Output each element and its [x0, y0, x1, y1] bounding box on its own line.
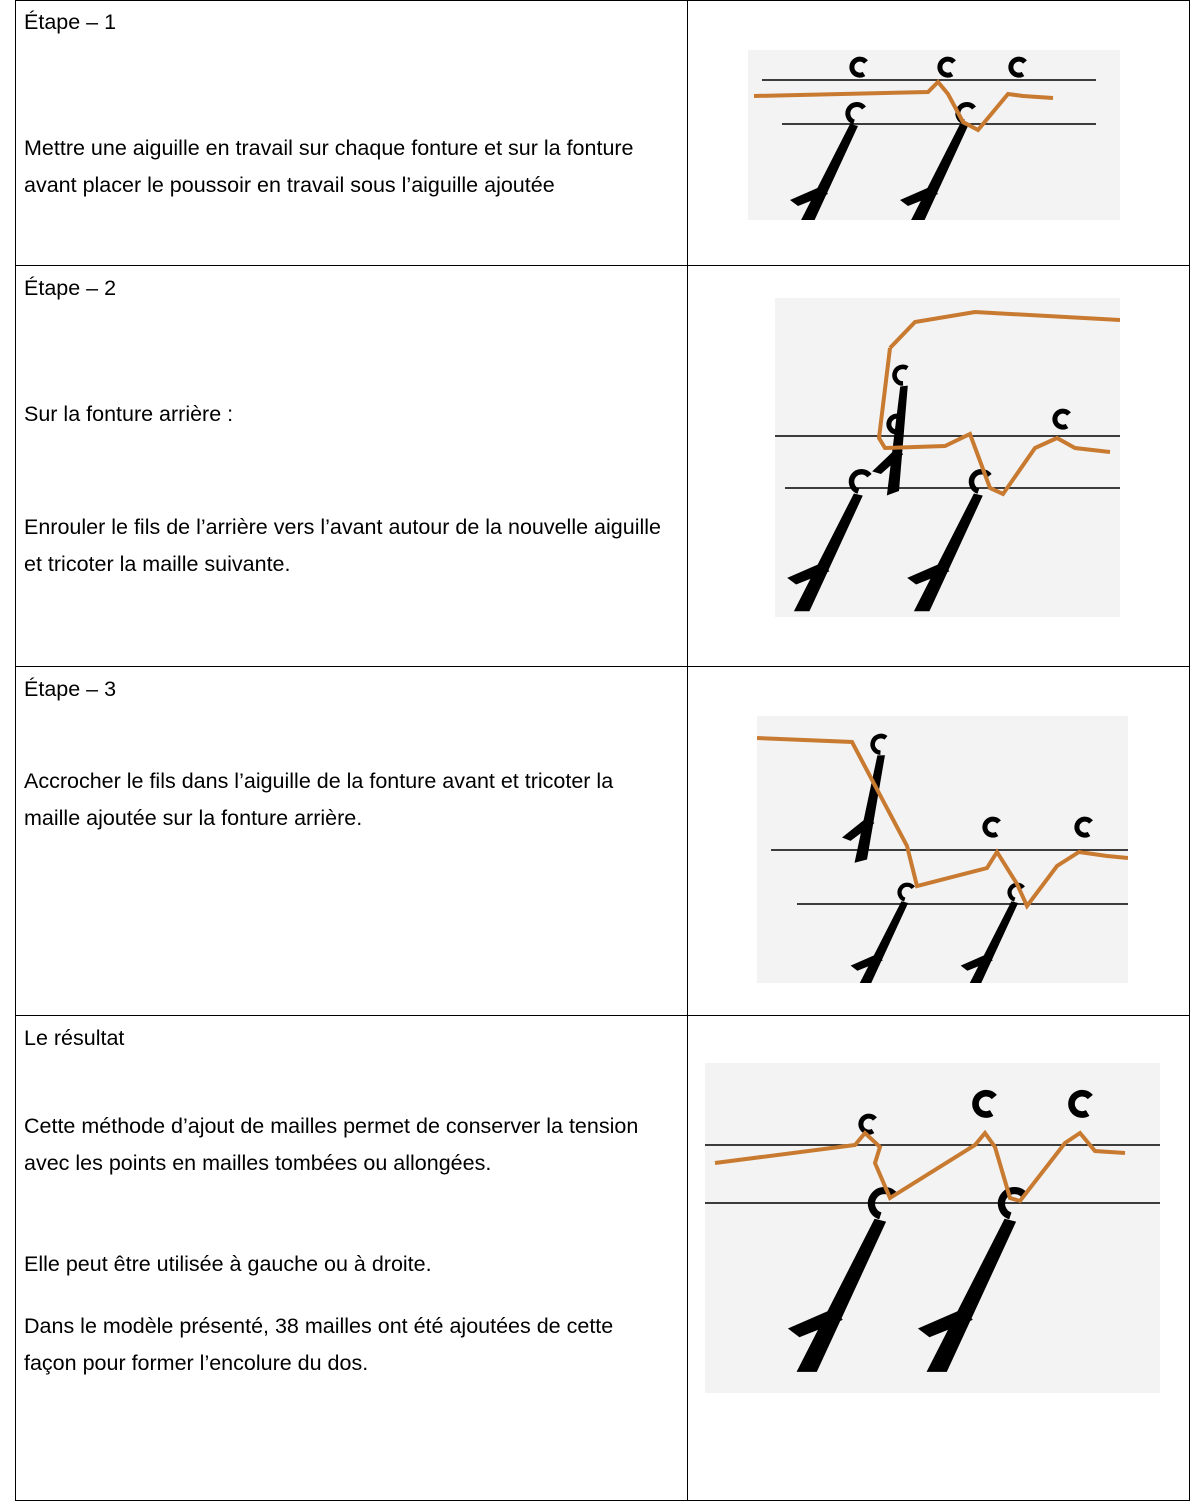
step-cell: Étape – 1 Mettre une aiguille en travail…: [24, 0, 664, 265]
step-text: Elle peut être utilisée à gauche ou à dr…: [24, 1252, 432, 1276]
step-text: Accrocher le fils dans l’aiguille de la …: [24, 769, 614, 830]
table-border: [15, 0, 16, 1501]
step-title: Étape – 1: [24, 10, 117, 34]
illustration: [705, 1063, 1160, 1393]
step-text: Mettre une aiguille en travail sur chaqu…: [24, 136, 634, 197]
step-text: Dans le modèle présenté, 38 mailles ont …: [24, 1314, 614, 1375]
step-title: Étape – 2: [24, 276, 117, 300]
step-text: Cette méthode d’ajout de mailles permet …: [24, 1114, 639, 1175]
step-cell: Le résultat Cette méthode d’ajout de mai…: [24, 1016, 664, 1500]
table-border: [15, 1015, 1190, 1016]
table-border: [1189, 0, 1190, 1501]
table-border: [15, 265, 1190, 266]
illustration: [757, 716, 1128, 983]
step-cell: Étape – 2 Sur la fonture arrière : Enrou…: [24, 266, 664, 666]
table-border: [15, 0, 1190, 1]
step-title: Étape – 3: [24, 677, 117, 701]
illustration: [748, 50, 1120, 220]
step-cell: Étape – 3 Accrocher le fils dans l’aigui…: [24, 667, 664, 1015]
illustration: [775, 298, 1120, 617]
step-title: Le résultat: [24, 1026, 125, 1050]
table-border: [687, 0, 688, 1501]
step-text: Enrouler le fils de l’arrière vers l’ava…: [24, 515, 661, 576]
table-border: [15, 666, 1190, 667]
step-text: Sur la fonture arrière :: [24, 402, 234, 426]
